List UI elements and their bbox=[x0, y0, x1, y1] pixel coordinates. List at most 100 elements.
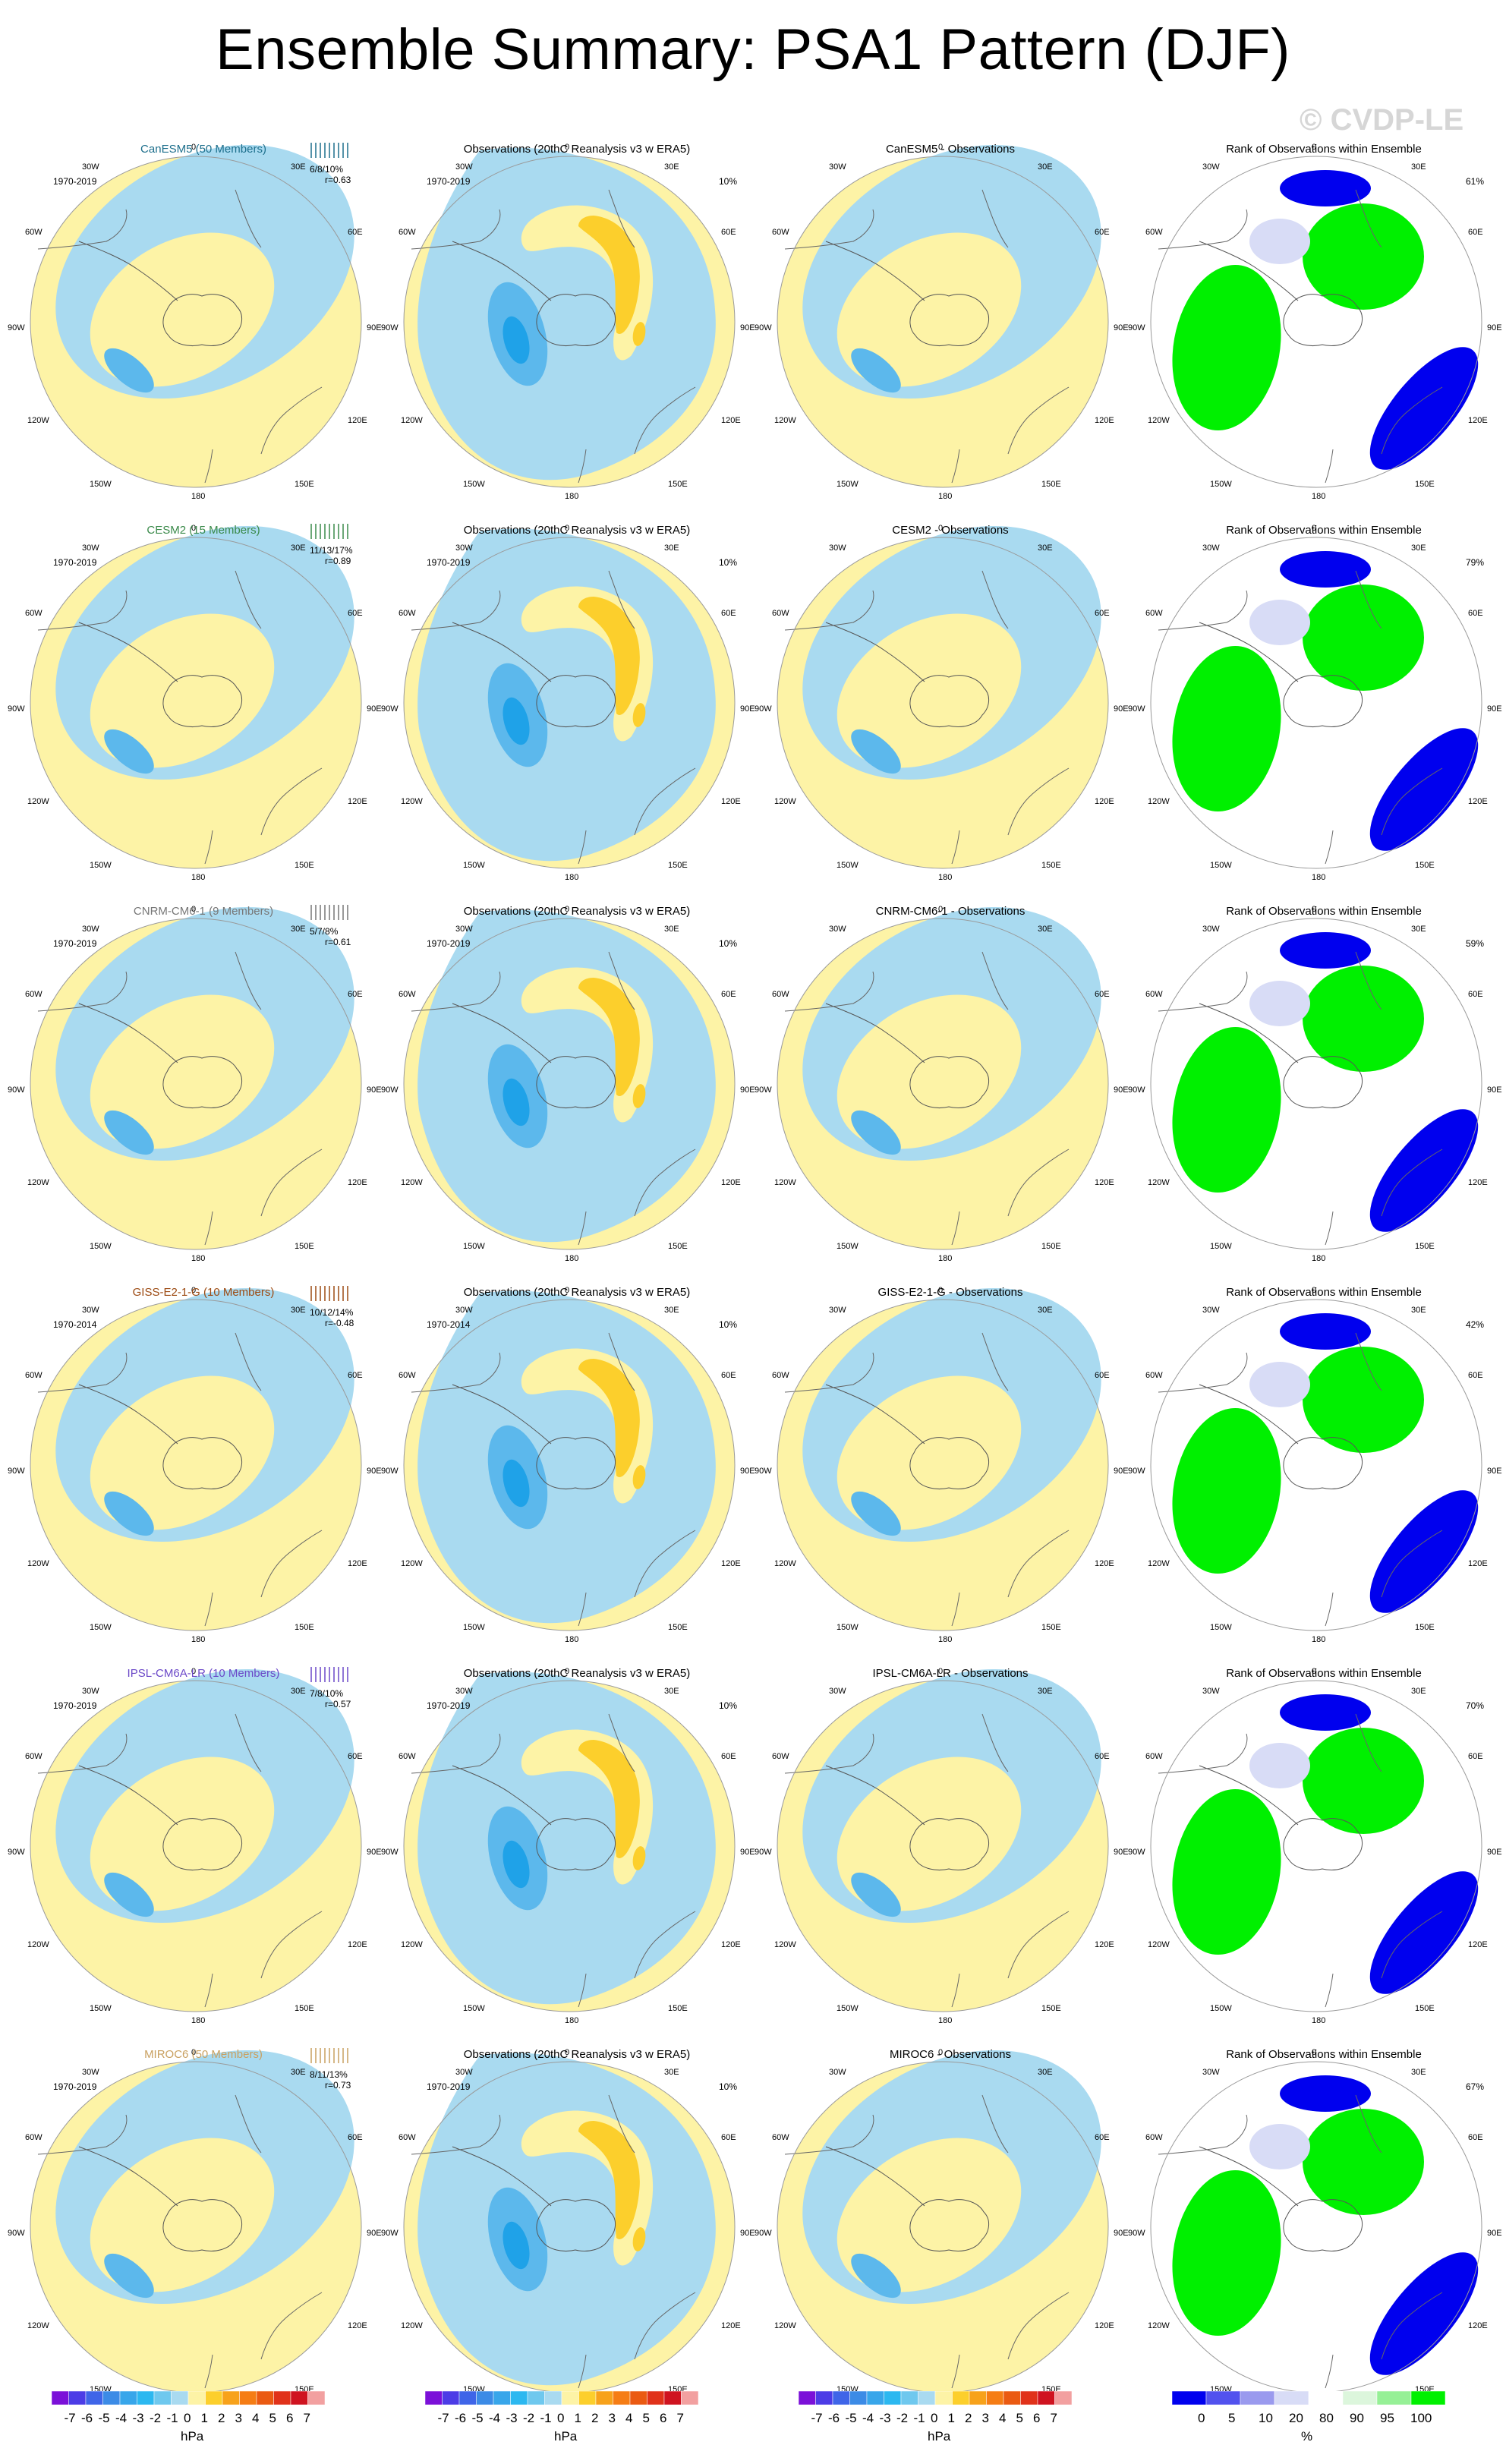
negative-anomaly-min bbox=[503, 2221, 530, 2270]
longitude-label: 0 bbox=[191, 1667, 197, 1676]
longitude-label: 180 bbox=[565, 1254, 579, 1263]
longitude-label: 90W bbox=[8, 704, 25, 714]
positive-anomaly-region bbox=[836, 994, 1022, 1149]
analysis-period: 1970-2019 bbox=[53, 2081, 97, 2092]
colorbar-swatch bbox=[85, 2390, 103, 2406]
colorbar-swatch bbox=[934, 2390, 953, 2406]
antarctica-coastline bbox=[536, 294, 616, 346]
longitude-label: 150E bbox=[1415, 2004, 1435, 2013]
australia-coast bbox=[1381, 1911, 1443, 1979]
longitude-label: 180 bbox=[191, 492, 206, 501]
antarctica-coastline bbox=[162, 294, 242, 346]
rank-panel: 0 30E 60E 90E 120E 150E 180 150W 120W 90W 60W 30W Ra… bbox=[1128, 1263, 1506, 1644]
colorbar-label: -6 bbox=[81, 2411, 93, 2425]
south-america-coast bbox=[784, 209, 874, 250]
new-zealand-coast bbox=[1325, 1973, 1334, 2008]
south-america-coast bbox=[37, 1733, 128, 1774]
longitude-label: 60E bbox=[1095, 609, 1110, 618]
rank-high-region bbox=[1303, 1728, 1424, 1834]
longitude-label: 30W bbox=[1202, 925, 1220, 934]
longitude-label: 90E bbox=[367, 704, 382, 714]
longitude-label: 0 bbox=[1312, 143, 1317, 152]
map-rim bbox=[30, 1680, 362, 2012]
longitude-label: 90E bbox=[367, 1848, 382, 1857]
contour-field bbox=[1151, 1300, 1482, 1631]
pattern-correlation: r=0.89 bbox=[325, 556, 351, 566]
colorbar-label: -1 bbox=[166, 2411, 178, 2425]
longitude-label: 30E bbox=[664, 1687, 679, 1696]
longitude-label: 30E bbox=[1411, 1687, 1426, 1696]
antarctic-peninsula bbox=[1199, 1765, 1299, 1826]
map-rim bbox=[403, 1299, 736, 1631]
colorbar-label: 3 bbox=[608, 2411, 616, 2425]
south-america-coast bbox=[411, 971, 501, 1012]
colorbar-label: -7 bbox=[811, 2411, 823, 2425]
longitude-label: 90W bbox=[381, 1848, 399, 1857]
pattern-correlation: r=0.73 bbox=[325, 2080, 351, 2091]
africa-coast bbox=[981, 189, 1009, 248]
longitude-label: 120E bbox=[348, 416, 367, 425]
colorbar-label: 3 bbox=[981, 2411, 989, 2425]
antarctica-coastline bbox=[536, 1818, 616, 1870]
longitude-label: 60E bbox=[1468, 1371, 1483, 1380]
rank-percent: 67% bbox=[1466, 2081, 1485, 2092]
longitude-label: 180 bbox=[191, 2016, 206, 2025]
colorbar-rank: 0 5 10 20 80 90 95 100% bbox=[1171, 2390, 1453, 2444]
longitude-label: 150E bbox=[295, 2004, 314, 2013]
positive-anomaly-region bbox=[90, 232, 275, 387]
australia-coast bbox=[1381, 767, 1443, 836]
new-zealand-coast bbox=[578, 1973, 587, 2008]
colorbar-swatch bbox=[1205, 2390, 1241, 2406]
pattern-correlation: r=0.61 bbox=[325, 937, 351, 947]
rank-low-region bbox=[1369, 347, 1479, 470]
contour-field bbox=[404, 1290, 735, 1631]
ensemble-stats: 8/11/13% r=0.73 bbox=[288, 2069, 387, 2091]
south-america-coast bbox=[784, 2114, 874, 2155]
australia-coast bbox=[1381, 1149, 1443, 1217]
positive-anomaly-region bbox=[90, 613, 275, 768]
colorbar-label: 6 bbox=[286, 2411, 294, 2425]
longitude-label: 60W bbox=[25, 990, 43, 999]
colorbar-swatch bbox=[1003, 2390, 1021, 2406]
analysis-period: 1970-2019 bbox=[427, 176, 471, 187]
antarctic-peninsula bbox=[1199, 1003, 1299, 1063]
new-zealand-coast bbox=[1325, 2354, 1334, 2389]
pattern-correlation: r=-0.48 bbox=[325, 1318, 354, 1328]
africa-coast bbox=[235, 2094, 262, 2154]
longitude-label: 150W bbox=[1210, 1623, 1232, 1632]
australia-coast bbox=[260, 1149, 323, 1217]
australia-coast bbox=[1007, 1911, 1070, 1979]
rank-low-region bbox=[1369, 1490, 1479, 1613]
australia-coast bbox=[634, 1149, 696, 1217]
australia-coast bbox=[260, 1530, 323, 1598]
colorbar-label: -4 bbox=[862, 2411, 874, 2425]
colorbar-swatch bbox=[1410, 2390, 1446, 2406]
watermark: © CVDP-LE bbox=[1300, 103, 1464, 137]
longitude-label: 30E bbox=[1038, 162, 1053, 172]
colorbar-swatch bbox=[849, 2390, 868, 2406]
variance-explained: 10% bbox=[719, 1700, 738, 1711]
contour-field bbox=[777, 906, 1108, 1249]
longitude-label: 180 bbox=[1312, 1254, 1326, 1263]
africa-coast bbox=[608, 1713, 635, 1772]
polar-map bbox=[1150, 1680, 1482, 2012]
longitude-label: 30W bbox=[829, 544, 846, 553]
australia-coast bbox=[1007, 767, 1070, 836]
longitude-label: 0 bbox=[191, 905, 197, 914]
polar-map bbox=[777, 525, 1109, 869]
longitude-label: 60W bbox=[399, 1752, 416, 1761]
longitude-label: 60E bbox=[348, 1371, 363, 1380]
new-zealand-coast bbox=[1325, 830, 1334, 865]
map-rim bbox=[1150, 918, 1482, 1250]
positive-anomaly-region bbox=[836, 1757, 1022, 1911]
rank-low-region bbox=[1369, 1109, 1479, 1232]
australia-coast bbox=[1007, 1530, 1070, 1598]
colorbar-swatch bbox=[171, 2390, 189, 2406]
australia-coast bbox=[634, 2292, 696, 2360]
colorbar-swatch bbox=[884, 2390, 902, 2406]
longitude-label: 150E bbox=[1041, 480, 1061, 489]
longitude-label: 150E bbox=[668, 1623, 688, 1632]
longitude-label: 180 bbox=[1312, 873, 1326, 882]
new-zealand-coast bbox=[204, 2354, 213, 2389]
longitude-label: 120W bbox=[774, 2321, 796, 2330]
